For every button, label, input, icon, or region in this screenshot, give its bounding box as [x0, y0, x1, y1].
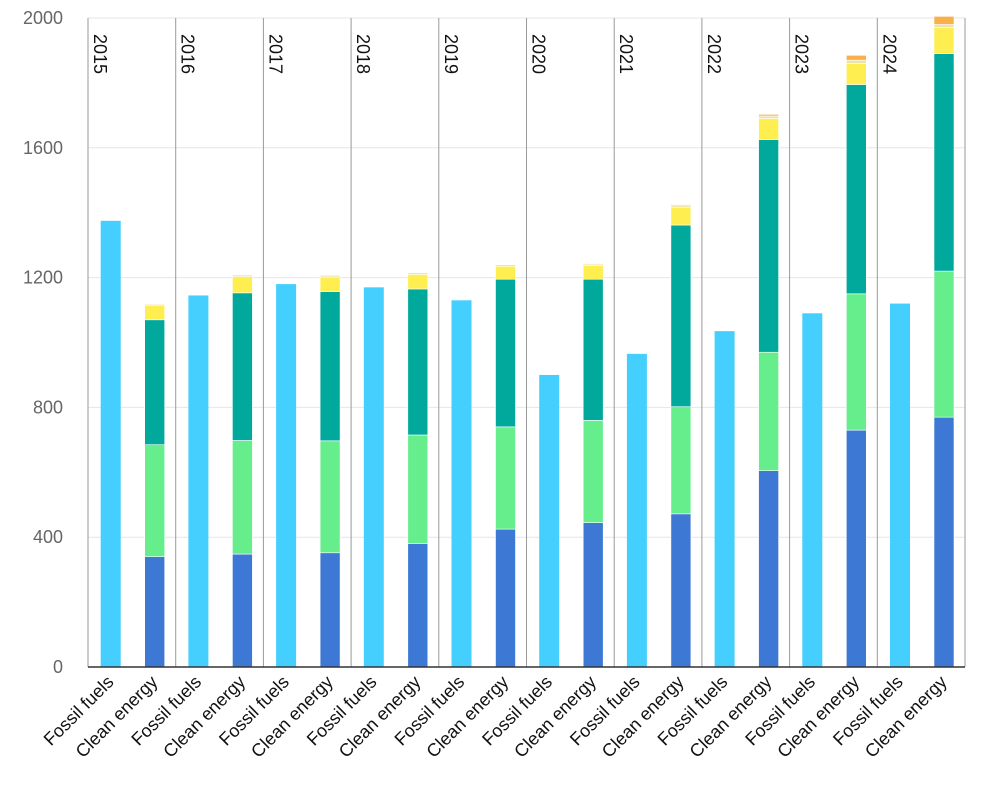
- group-label-2015: 2015: [90, 34, 110, 74]
- bar-clean-2018-segment-4: [407, 272, 429, 275]
- y-tick-label-4: 1600: [23, 138, 63, 158]
- bar-clean-2022-segment-4: [758, 115, 779, 119]
- bar-clean-2018-segment-0: [407, 543, 429, 668]
- bar-clean-2017-segment-2: [319, 291, 341, 442]
- bar-clean-2018-segment-3: [407, 274, 429, 290]
- bar-fossil-2024: [890, 303, 910, 667]
- group-label-2024: 2024: [879, 34, 899, 74]
- bar-clean-2016-segment-2: [232, 292, 253, 441]
- bar-clean-2016-segment-3: [232, 276, 253, 294]
- bar-fossil-2023: [802, 313, 823, 667]
- bar-clean-2016-segment-1: [232, 440, 253, 555]
- bar-clean-2015-segment-1: [144, 444, 165, 557]
- bar-fossil-2020: [539, 374, 560, 667]
- bar-clean-2024-segment-5: [933, 16, 955, 25]
- bar-clean-2018-segment-1: [407, 434, 429, 544]
- bar-fossil-2017: [276, 284, 297, 667]
- bar-clean-2024-segment-3: [933, 27, 955, 54]
- group-label-2019: 2019: [441, 34, 461, 74]
- bar-clean-2020-segment-3: [582, 265, 604, 280]
- bar-clean-2017-segment-3: [319, 276, 341, 292]
- bar-clean-2021-segment-5: [670, 204, 692, 206]
- bar-clean-2018-segment-2: [407, 288, 429, 436]
- group-label-2022: 2022: [704, 34, 724, 74]
- group-label-2016: 2016: [178, 34, 198, 74]
- bar-clean-2023-segment-1: [845, 293, 867, 431]
- bar-clean-2021-segment-0: [670, 513, 692, 668]
- bar-clean-2020-segment-1: [582, 420, 604, 523]
- bar-clean-2024-segment-0: [933, 416, 955, 668]
- bar-clean-2020-segment-0: [582, 522, 604, 668]
- group-label-2021: 2021: [616, 34, 636, 74]
- bar-fossil-2018: [363, 287, 384, 667]
- bar-clean-2020-segment-2: [582, 278, 604, 421]
- bar-fossil-2015: [100, 220, 121, 667]
- bar-clean-2019-segment-3: [495, 265, 516, 280]
- bar-fossil-2019: [451, 300, 472, 667]
- bar-clean-2022-segment-5: [758, 114, 779, 117]
- bar-clean-2016-segment-4: [232, 274, 253, 277]
- bar-clean-2017-segment-4: [319, 275, 341, 278]
- group-label-2020: 2020: [529, 34, 549, 74]
- bar-clean-2021-segment-2: [670, 224, 692, 408]
- bar-clean-2024-segment-4: [933, 24, 955, 29]
- bar-fossil-2021: [626, 353, 647, 667]
- bar-clean-2020-segment-5: [582, 263, 604, 265]
- bar-clean-2023-segment-4: [845, 59, 867, 64]
- bar-clean-2017-segment-1: [319, 440, 341, 554]
- bar-clean-2023-segment-5: [845, 55, 867, 61]
- bar-clean-2021-segment-1: [670, 406, 692, 515]
- bar-clean-2019-segment-0: [495, 528, 516, 668]
- bar-clean-2024-segment-2: [933, 53, 955, 272]
- bar-clean-2021-segment-3: [670, 206, 692, 226]
- bar-clean-2016-segment-0: [232, 553, 253, 668]
- bar-clean-2015-segment-0: [144, 556, 165, 668]
- group-label-2018: 2018: [353, 34, 373, 74]
- bar-clean-2022-segment-0: [758, 470, 779, 668]
- bar-clean-2023-segment-0: [845, 429, 867, 668]
- bar-clean-2019-segment-2: [495, 278, 516, 428]
- bar-fossil-2016: [188, 295, 209, 667]
- bar-clean-2022-segment-3: [758, 118, 779, 140]
- group-label-2017: 2017: [265, 34, 285, 74]
- bar-clean-2023-segment-2: [845, 84, 867, 295]
- bar-clean-2022-segment-2: [758, 139, 779, 353]
- bar-clean-2019-segment-4: [495, 264, 516, 267]
- bar-clean-2015-segment-2: [144, 319, 165, 446]
- group-label-2023: 2023: [792, 34, 812, 74]
- bar-clean-2015-segment-3: [144, 304, 165, 321]
- bar-clean-2022-segment-1: [758, 351, 779, 471]
- bar-clean-2024-segment-1: [933, 270, 955, 418]
- y-tick-label-0: 0: [53, 657, 63, 677]
- bar-fossil-2022: [714, 331, 735, 667]
- y-tick-label-2: 800: [33, 397, 63, 417]
- bar-clean-2017-segment-0: [319, 552, 341, 668]
- y-tick-label-1: 400: [33, 527, 63, 547]
- bar-clean-2023-segment-3: [845, 63, 867, 85]
- bar-clean-2019-segment-1: [495, 426, 516, 530]
- y-tick-label-5: 2000: [23, 8, 63, 28]
- bar-clean-2015-segment-4: [144, 303, 165, 306]
- y-tick-label-3: 1200: [23, 268, 63, 288]
